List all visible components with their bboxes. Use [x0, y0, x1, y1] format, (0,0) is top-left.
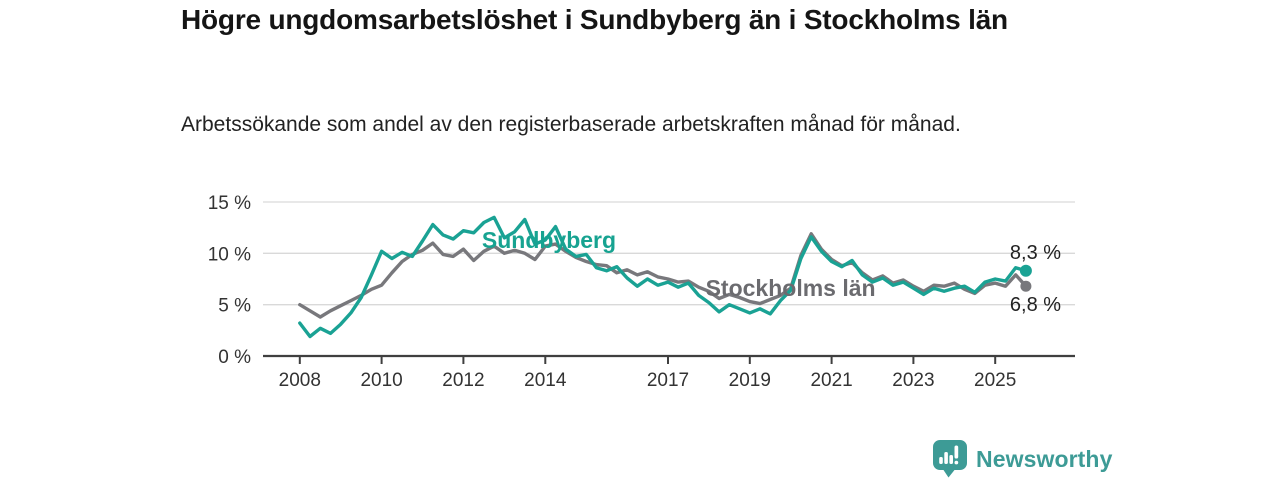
series-line-sundbyberg [298, 215, 1028, 339]
x-tick-label: 2021 [810, 370, 852, 391]
series-name-label: Stockholms län [706, 275, 876, 301]
x-tick-label: 2012 [442, 370, 484, 391]
series-name-label: Sundbyberg [482, 227, 616, 253]
chart-subtitle: Arbetssökande som andel av den registerb… [181, 113, 961, 136]
x-tick-label: 2008 [279, 370, 321, 391]
series-end-value-label: 8,3 % [1010, 242, 1061, 264]
x-tick-label: 2019 [729, 370, 771, 391]
newsworthy-wordmark: Newsworthy [976, 445, 1113, 472]
x-tick-label: 2014 [524, 370, 567, 391]
newsworthy-logo: Newsworthy [933, 440, 1112, 478]
newsworthy-bubble-chart-icon [933, 440, 967, 478]
series-end-dot [1020, 280, 1032, 292]
y-tick-label: 10 % [208, 244, 251, 265]
x-tick-label: 2010 [360, 370, 402, 391]
series-end-dot [1019, 264, 1032, 277]
series-end-value-label: 6,8 % [1010, 294, 1061, 316]
y-tick-label: 5 % [218, 296, 251, 317]
x-tick-label: 2025 [974, 370, 1016, 391]
x-tick-label: 2023 [892, 370, 934, 391]
y-tick-label: 15 % [208, 193, 251, 214]
series-line-stockholms-l-n [298, 232, 1028, 319]
y-tick-label: 0 % [218, 347, 251, 368]
chart-title: Högre ungdomsarbetslöshet i Sundbyberg ä… [181, 4, 1008, 35]
x-tick-label: 2017 [647, 370, 689, 391]
